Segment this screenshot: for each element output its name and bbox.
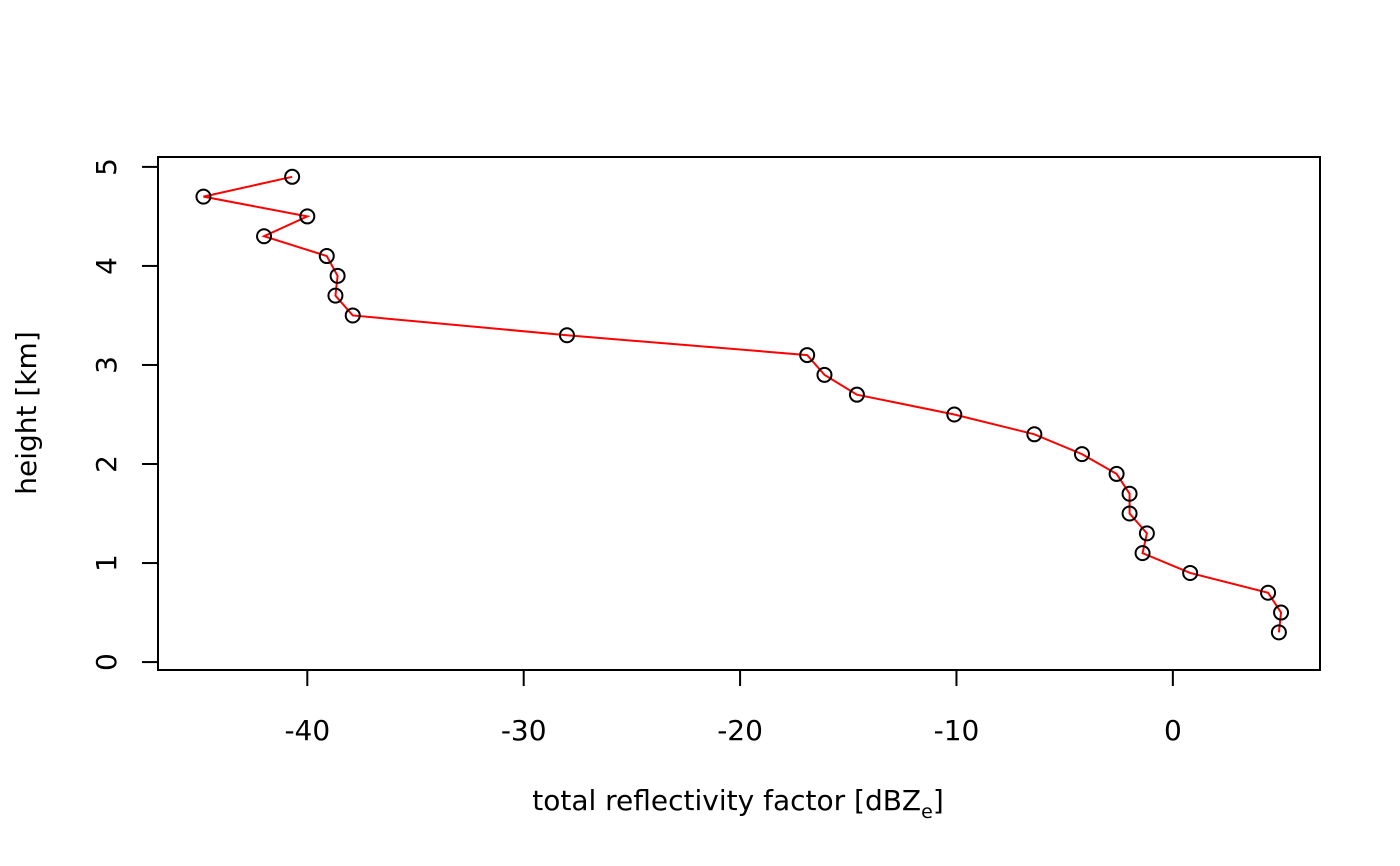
x-tick-label: -40 [284, 714, 330, 747]
data-point [799, 347, 816, 364]
data-point [327, 287, 344, 304]
data-point [1121, 485, 1138, 502]
x-axis-label: total reflectivity factor [dBZe] [532, 784, 944, 823]
data-point [1026, 426, 1043, 443]
data-point [816, 366, 833, 383]
data-point [848, 386, 865, 403]
data-point [1270, 624, 1287, 641]
data-point [946, 406, 963, 423]
data-point [1108, 465, 1125, 482]
data-point [329, 267, 346, 284]
data-point [1182, 564, 1199, 581]
plot-frame [157, 156, 1321, 671]
y-tick-label: 1 [90, 554, 123, 572]
series-line [203, 175, 1283, 633]
data-point [299, 208, 316, 225]
x-tick-label: -10 [934, 714, 980, 747]
y-tick-label: 3 [90, 356, 123, 374]
data-point [344, 307, 361, 324]
data-point [284, 168, 301, 185]
data-point [1121, 505, 1138, 522]
y-axis: 0 1 2 3 4 5 [90, 158, 159, 671]
data-point [558, 327, 575, 344]
data-point [256, 228, 273, 245]
y-tick-label: 2 [90, 455, 123, 473]
x-tick-label: 0 [1164, 714, 1182, 747]
x-tick-label: -20 [717, 714, 763, 747]
data-point [1138, 525, 1155, 542]
x-axis: -40 -30 -20 -10 0 [284, 669, 1182, 747]
data-point [1273, 604, 1290, 621]
x-tick-label: -30 [501, 714, 547, 747]
y-axis-label: height [km] [10, 331, 43, 495]
y-tick-label: 4 [90, 257, 123, 275]
data-point [195, 188, 212, 205]
data-point [318, 248, 335, 265]
y-tick-label: 0 [90, 653, 123, 671]
y-tick-label: 5 [90, 158, 123, 176]
data-point [1073, 446, 1090, 463]
data-series [195, 168, 1290, 641]
data-point [1260, 584, 1277, 601]
data-point [1134, 545, 1151, 562]
